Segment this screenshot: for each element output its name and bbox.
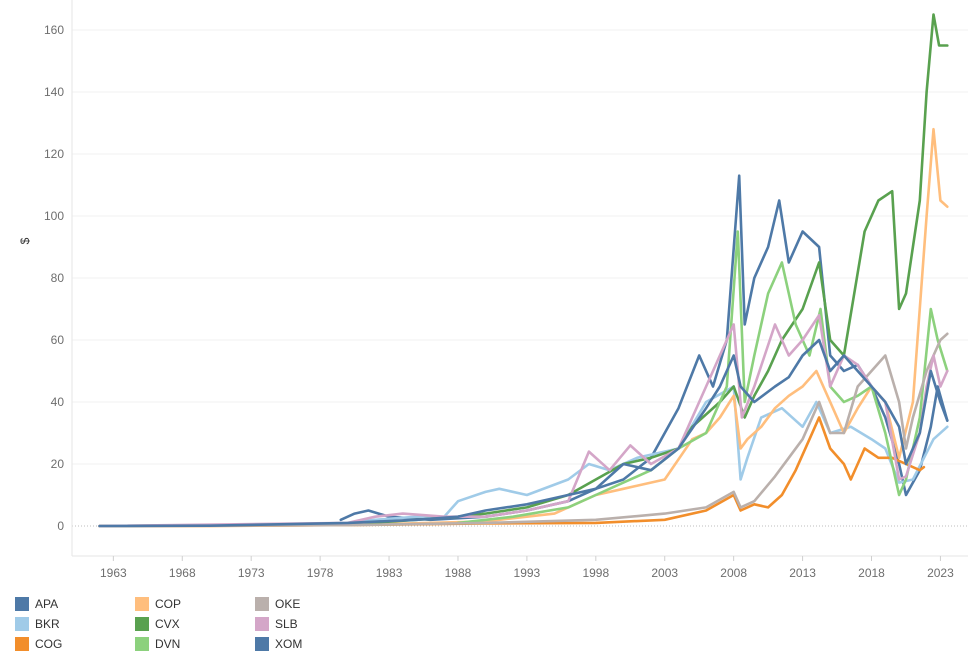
legend-item-cvx[interactable]: CVX [135,616,180,632]
legend-item-dvn[interactable]: DVN [135,636,180,652]
legend-label: APA [35,597,59,611]
legend-swatch [255,637,269,651]
legend-label: DVN [155,637,181,651]
y-tick-label: 80 [51,271,65,285]
series-lines [98,13,949,528]
x-tick-label: 2018 [858,566,885,580]
x-tick-label: 1983 [376,566,403,580]
series-line-dvn [456,230,949,525]
legend-swatch [15,617,29,631]
y-tick-label: 40 [51,395,65,409]
legend-swatch [255,617,269,631]
legend-swatch [135,617,149,631]
legend-label: COG [35,637,63,651]
legend-label: COP [155,597,182,611]
legend-swatch [255,597,269,611]
legend-item-cog[interactable]: COG [15,636,62,652]
x-tick-label: 2003 [651,566,678,580]
legend-item-bkr[interactable]: BKR [15,616,60,632]
legend-label: XOM [275,637,303,651]
x-tick-label: 2013 [789,566,816,580]
x-tick-label: 1978 [307,566,334,580]
x-tick-label: 1968 [169,566,196,580]
x-tick-label: 2008 [720,566,747,580]
axes: 0 20 40 60 80 100 120 140 160 1963 1968 1973 1978 198… [44,0,968,580]
x-tick-label: 1998 [582,566,609,580]
legend-item-slb[interactable]: SLB [255,616,298,632]
series-line-cvx [98,13,949,528]
legend-swatch [15,597,29,611]
legend-label: BKR [35,617,60,631]
y-tick-label: 120 [44,147,64,161]
x-tick-label: 2023 [927,566,954,580]
legend-swatch [135,597,149,611]
y-tick-label: 20 [51,457,65,471]
legend-item-oke[interactable]: OKE [255,596,300,612]
y-tick-label: 0 [57,519,64,533]
x-tick-label: 1988 [445,566,472,580]
x-tick-label: 1973 [238,566,265,580]
y-tick-label: 140 [44,85,64,99]
legend-item-xom[interactable]: XOM [255,636,302,652]
legend-item-apa[interactable]: APA [15,596,58,612]
series-line-xom [98,338,949,528]
x-tick-label: 1993 [514,566,541,580]
y-tick-label: 60 [51,333,65,347]
legend-swatch [15,637,29,651]
legend: APA BKR COG COP CVX DVN OKE SLB XOM [15,596,395,656]
y-axis-title: $ [18,237,32,244]
legend-label: SLB [275,617,298,631]
line-chart: 0 20 40 60 80 100 120 140 160 1963 1968 1973 1978 198… [18,0,968,580]
legend-swatch [135,637,149,651]
series-line-cog [98,416,926,528]
series-line-slb [98,313,949,528]
legend-label: CVX [155,617,180,631]
series-line-oke [98,332,949,528]
legend-label: OKE [275,597,301,611]
y-tick-label: 160 [44,23,64,37]
legend-item-cop[interactable]: COP [135,596,181,612]
y-tick-label: 100 [44,209,64,223]
x-tick-label: 1963 [100,566,127,580]
